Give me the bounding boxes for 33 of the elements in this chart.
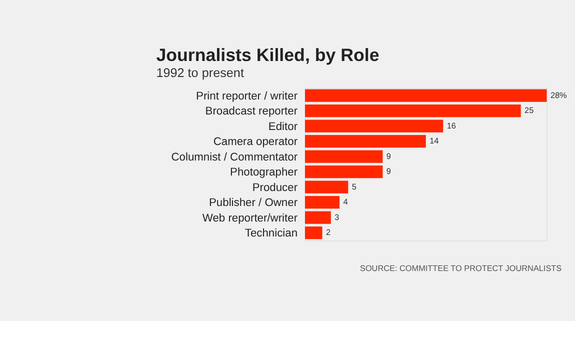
chart-title: Journalists Killed, by Role <box>156 45 380 66</box>
y-tick-label: Producer <box>252 182 298 194</box>
data-label: 25 <box>524 106 534 116</box>
y-tick-label: Photographer <box>230 166 298 179</box>
data-label: 3 <box>334 212 340 222</box>
bar <box>304 226 322 240</box>
data-label: 28% <box>550 90 567 100</box>
bar <box>304 135 426 148</box>
bar <box>304 104 521 118</box>
data-label: 4 <box>343 198 348 207</box>
y-tick-label: Camera operator <box>213 136 298 148</box>
data-label: 5 <box>352 182 357 192</box>
bar <box>304 180 348 194</box>
source-note: SOURCE: COMMITTEE TO PROTECT JOURNALISTS <box>360 264 562 273</box>
bar <box>304 166 383 178</box>
y-tick-label: Editor <box>268 120 298 133</box>
y-tick-label: Broadcast reporter <box>205 106 298 118</box>
bar <box>304 211 331 224</box>
y-tick-label: Technician <box>244 228 298 240</box>
y-tick-label: Columnist / Commentator <box>171 151 298 164</box>
bar <box>304 89 547 102</box>
bar <box>304 196 340 209</box>
text: 1992 to present <box>156 66 244 80</box>
y-tick-label: Web reporter/writer <box>202 212 298 224</box>
data-label: 14 <box>430 136 440 146</box>
data-label: 2 <box>326 228 331 238</box>
y-tick-label: Print reporter / writer <box>196 90 298 102</box>
y-tick-label: Publisher / Owner <box>208 197 298 210</box>
data-label: 9 <box>386 167 392 176</box>
data-label: 9 <box>386 152 392 161</box>
bar <box>304 120 444 132</box>
data-label: 16 <box>446 121 456 130</box>
bar <box>304 150 383 163</box>
